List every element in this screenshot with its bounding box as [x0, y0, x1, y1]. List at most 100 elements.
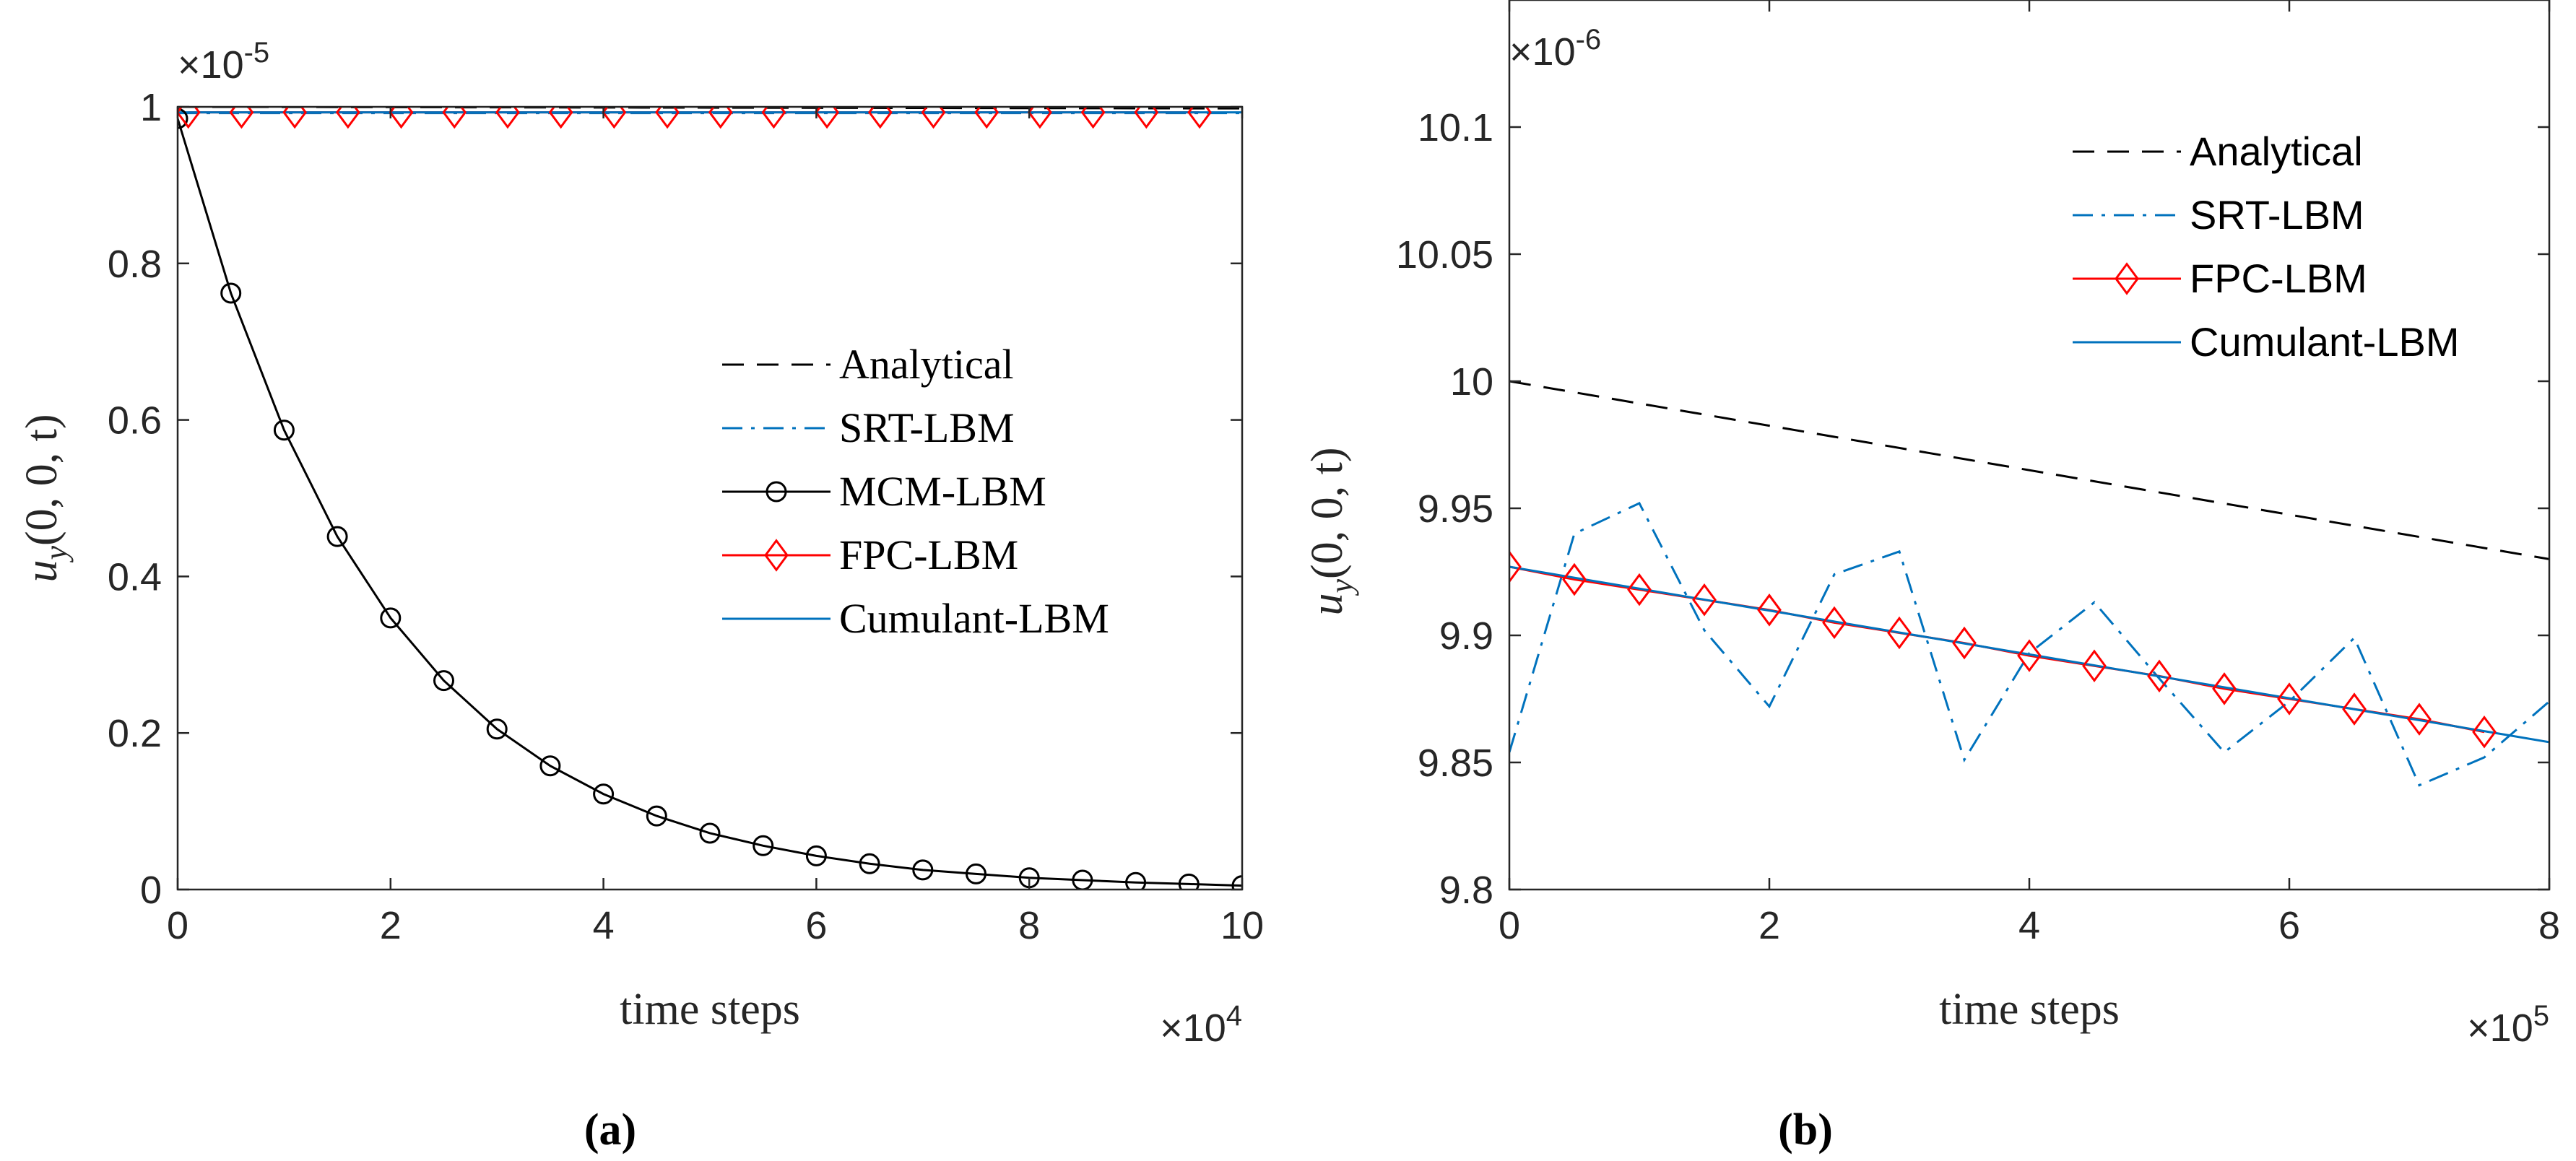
plot-area	[1509, 0, 2549, 890]
y-tick-label: 9.9	[1439, 614, 1493, 658]
x-tick-label: 4	[2018, 904, 2040, 947]
data-point-fpc-lbm	[2147, 659, 2172, 693]
legend-label: SRT-LBM	[839, 404, 1015, 451]
legend-label: Analytical	[2190, 129, 2363, 174]
data-point-mcm-lbm	[539, 755, 561, 777]
data-point-fpc-lbm	[2017, 639, 2042, 672]
data-point-mcm-lbm	[646, 805, 667, 827]
legend: Analytical SRT-LBM MCM-LBM FPC-LBM Cumulant-…	[722, 341, 1109, 642]
data-point-mcm-lbm	[1178, 873, 1200, 890]
data-point-mcm-lbm	[859, 853, 880, 874]
x-exponent-mult: ×10	[1160, 1006, 1226, 1050]
data-point-fpc-lbm	[2082, 649, 2107, 683]
x-tick-label: 10	[1220, 904, 1264, 947]
data-point-fpc-lbm	[2212, 672, 2237, 705]
x-tick-label: 4	[593, 904, 615, 947]
data-point-fpc-lbm	[1887, 616, 1912, 650]
y-tick-label: 0.2	[108, 712, 162, 755]
legend-marker	[764, 539, 789, 572]
data-point-mcm-lbm	[220, 282, 242, 304]
y-tick-label: 10.05	[1396, 233, 1493, 277]
legend: Analytical SRT-LBM FPC-LBM Cumulant-LBM	[2073, 129, 2459, 365]
x-tick-label: 6	[2278, 904, 2300, 947]
data-point-mcm-lbm	[1125, 871, 1147, 890]
x-tick-label: 6	[805, 904, 827, 947]
data-point-fpc-lbm	[1757, 593, 1782, 627]
y-axis-label: uy(0, 0, t)	[17, 414, 74, 582]
data-point-mcm-lbm	[326, 526, 348, 547]
y-label-sub: y	[1324, 579, 1359, 596]
plot-area	[178, 107, 1242, 890]
y-tick-label: 0	[140, 869, 162, 912]
data-point-fpc-lbm	[1509, 550, 1522, 583]
axes-box	[176, 105, 1244, 891]
y-label-base: u	[1303, 593, 1352, 616]
y-exponent-mult: ×10	[1509, 30, 1576, 74]
data-point-mcm-lbm	[753, 835, 774, 856]
y-exponent-power: -5	[244, 37, 270, 69]
data-point-mcm-lbm	[699, 822, 721, 844]
data-point-fpc-lbm	[1627, 573, 1652, 606]
data-point-fpc-lbm	[1692, 583, 1717, 617]
legend-label: Cumulant-LBM	[839, 595, 1109, 642]
x-axis-exponent: ×105	[2467, 1000, 2549, 1050]
x-tick-label: 8	[1018, 904, 1040, 947]
y-label-args: (0, 0, t)	[17, 414, 66, 546]
series-line-srt-lbm	[1509, 501, 2549, 787]
x-exponent-power: 5	[2533, 1000, 2549, 1032]
y-exponent-power: -6	[1576, 24, 1602, 56]
data-point-fpc-lbm	[1562, 562, 1587, 596]
data-point-fpc-lbm	[1822, 606, 1847, 640]
x-tick-label: 2	[1758, 904, 1780, 947]
y-axis-label: uy(0, 0, t)	[1303, 447, 1359, 615]
legend-label: MCM-LBM	[839, 468, 1046, 515]
data-point-mcm-lbm	[912, 859, 934, 881]
series-line-cumulant-lbm	[1509, 565, 2549, 744]
y-tick-label: 10.1	[1418, 106, 1493, 149]
data-point-mcm-lbm	[1231, 875, 1242, 890]
x-tick-label: 8	[2538, 904, 2560, 947]
y-tick-label: 1	[140, 86, 162, 129]
x-axis-exponent: ×104	[1160, 1000, 1242, 1050]
data-point-mcm-lbm	[486, 718, 508, 740]
legend-label: SRT-LBM	[2190, 192, 2364, 238]
data-point-fpc-lbm	[2277, 682, 2302, 716]
y-tick-label: 9.95	[1418, 487, 1493, 531]
data-point-mcm-lbm	[805, 845, 827, 866]
data-layer	[1509, 380, 2549, 787]
data-point-mcm-lbm	[380, 607, 402, 629]
x-tick-label: 2	[380, 904, 402, 947]
chart-panel-b: 0 2 4 6 89.89.859.99.951010.0510.1×10-6×105t…	[1303, 0, 2560, 1155]
y-exponent-mult: ×10	[178, 43, 244, 87]
data-point-fpc-lbm	[1952, 626, 1977, 660]
y-tick-label: 0.6	[108, 399, 162, 443]
x-exponent-mult: ×10	[2467, 1006, 2533, 1050]
legend-label: FPC-LBM	[2190, 256, 2367, 301]
data-point-mcm-lbm	[433, 670, 454, 692]
x-exponent-power: 4	[1226, 1000, 1242, 1032]
panel-caption: (a)	[584, 1105, 636, 1155]
y-tick-label: 9.85	[1418, 742, 1493, 785]
series-line-mcm-lbm	[178, 118, 1242, 887]
data-point-fpc-lbm	[2407, 703, 2432, 736]
y-label-base: u	[17, 560, 66, 583]
x-tick-label: 0	[1499, 904, 1520, 947]
data-point-mcm-lbm	[966, 863, 986, 884]
legend-marker	[2115, 262, 2139, 295]
y-tick-label: 0.4	[108, 555, 162, 599]
legend-marker	[766, 481, 787, 503]
legend-label: Analytical	[839, 341, 1014, 388]
series-line-analytical	[1509, 380, 2549, 560]
data-point-fpc-lbm	[2472, 715, 2497, 749]
panel-caption: (b)	[1778, 1105, 1833, 1155]
y-label-args: (0, 0, t)	[1303, 447, 1352, 579]
data-point-mcm-lbm	[178, 108, 188, 129]
y-tick-label: 0.8	[108, 243, 162, 286]
legend-label: FPC-LBM	[839, 531, 1018, 578]
data-point-mcm-lbm	[593, 783, 615, 805]
y-tick-label: 10	[1450, 360, 1493, 404]
x-tick-label: 0	[167, 904, 188, 947]
legend-label: Cumulant-LBM	[2190, 319, 2459, 365]
